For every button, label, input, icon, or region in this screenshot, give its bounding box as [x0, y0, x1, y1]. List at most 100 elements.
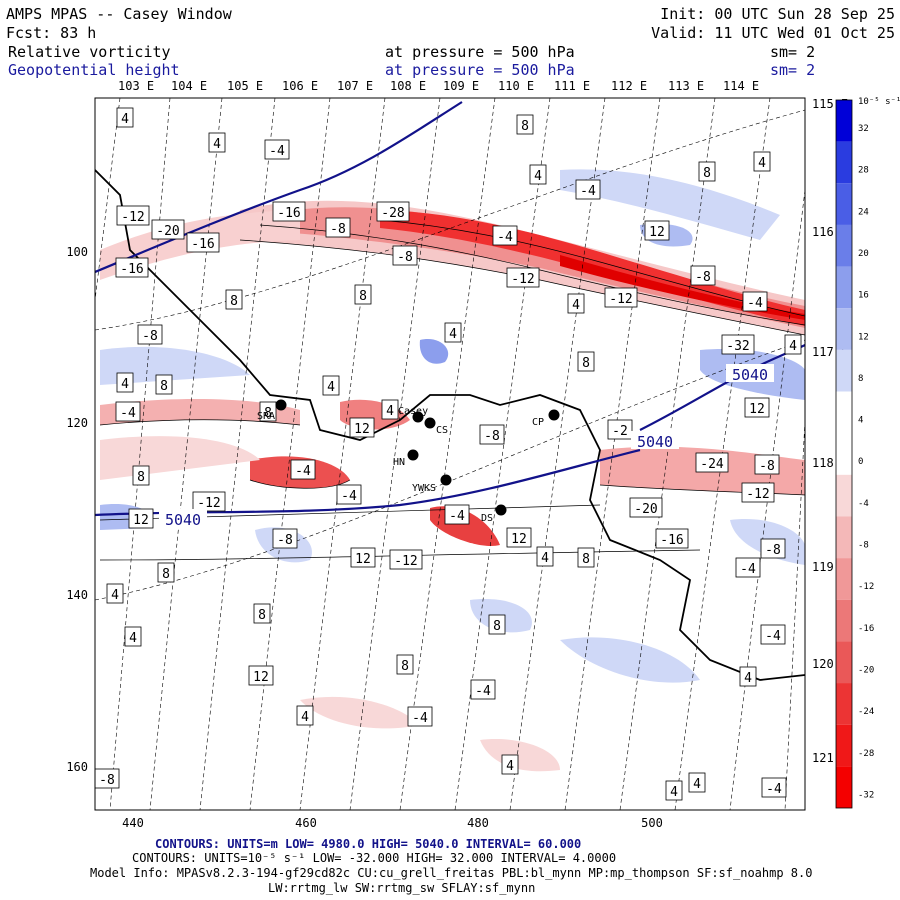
svg-text:-12: -12	[746, 487, 769, 502]
svg-text:-8: -8	[484, 429, 500, 444]
vorticity-label: 4	[739, 666, 757, 687]
vorticity-label: 4	[296, 705, 314, 726]
station-marker: HN	[393, 449, 419, 468]
station-marker: SRA	[257, 399, 287, 422]
vorticity-label: -4	[575, 179, 601, 200]
vorticity-label: -4	[735, 557, 761, 578]
vorticity-label: 12	[349, 417, 375, 438]
vorticity-label: -4	[290, 459, 316, 480]
field1-name: Relative vorticity	[8, 43, 171, 61]
left-grid-label: 100	[66, 245, 88, 259]
vorticity-label: 12	[644, 220, 670, 241]
colorbar-tick: 0	[858, 457, 863, 467]
colorbar-tick: 8	[858, 374, 863, 384]
station-label: SRA	[257, 411, 275, 422]
svg-text:-8: -8	[759, 459, 775, 474]
vorticity-label: -16	[272, 201, 306, 222]
height-labels: 5040 5040 5040	[159, 364, 774, 529]
svg-text:8: 8	[359, 289, 367, 304]
vorticity-label: 4	[208, 132, 226, 153]
left-grid-label: 160	[66, 760, 88, 774]
vorticity-label: 4	[536, 546, 554, 567]
bottom-grid-label: 480	[467, 816, 489, 830]
vorticity-label: -2	[607, 419, 633, 440]
vorticity-label: 8	[516, 114, 534, 135]
svg-text:8: 8	[162, 567, 170, 582]
svg-text:8: 8	[258, 608, 266, 623]
svg-text:8: 8	[264, 406, 272, 421]
svg-text:8: 8	[230, 294, 238, 309]
svg-text:8: 8	[703, 166, 711, 181]
svg-text:4: 4	[758, 156, 766, 171]
svg-text:-8: -8	[99, 773, 115, 788]
svg-text:4: 4	[301, 710, 309, 725]
vorticity-label: 4	[322, 375, 340, 396]
top-lon-label: 112 E	[611, 79, 647, 93]
vorticity-label: 8	[157, 562, 175, 583]
svg-text:-4: -4	[475, 684, 491, 699]
colorbar-swatch	[836, 141, 852, 184]
colorbar-tick: -32	[858, 790, 874, 800]
vorticity-label: 12	[128, 508, 154, 529]
svg-text:-32: -32	[726, 339, 749, 354]
svg-text:4: 4	[111, 588, 119, 603]
vorticity-label: -16	[186, 232, 220, 253]
colorbar-swatch	[836, 308, 852, 350]
left-grid-label: 140	[66, 588, 88, 602]
svg-text:-4: -4	[497, 230, 513, 245]
vorticity-label: -8	[272, 528, 298, 549]
svg-text:4: 4	[121, 377, 129, 392]
svg-text:4: 4	[386, 404, 394, 419]
svg-text:12: 12	[511, 532, 527, 547]
svg-text:-4: -4	[449, 509, 465, 524]
bottom-grid-label: 460	[295, 816, 317, 830]
colorbar-swatch	[836, 766, 852, 808]
svg-text:-28: -28	[381, 206, 404, 221]
vorticity-label: 8	[354, 284, 372, 305]
vorticity-label: 12	[350, 547, 376, 568]
colorbar-tick: -8	[858, 541, 869, 551]
grid-labels-left: 100 120 140 160	[66, 245, 88, 774]
vorticity-label: -8	[392, 245, 418, 266]
stations: SRA Casey CS HN YWKS CP DS	[257, 399, 560, 524]
station-label: HN	[393, 457, 405, 468]
colorbar-tick: -28	[858, 749, 874, 759]
station-marker: Casey	[398, 406, 428, 423]
colorbar-tick: -4	[858, 499, 869, 509]
colorbar-tick: -12	[858, 582, 874, 592]
vorticity-label: 8	[577, 351, 595, 372]
svg-text:8: 8	[401, 659, 409, 674]
colorbar-swatch	[836, 224, 852, 267]
svg-text:8: 8	[160, 379, 168, 394]
svg-text:-12: -12	[121, 210, 144, 225]
field2-level: at pressure = 500 hPa	[385, 61, 575, 79]
top-lon-label: 110 E	[498, 79, 534, 93]
svg-text:8: 8	[0, 0, 4, 9]
colorbar-swatch	[836, 599, 852, 642]
top-lon-label: 106 E	[282, 79, 318, 93]
vorticity-label: -20	[629, 497, 663, 518]
colorbar-tick: 12	[858, 332, 869, 342]
station-marker: CP	[532, 409, 560, 428]
vorticity-label: 4	[567, 293, 585, 314]
left-grid-label: 120	[66, 416, 88, 430]
vorticity-label: 12	[248, 665, 274, 686]
svg-text:12: 12	[649, 225, 665, 240]
top-lon-label: 114 E	[723, 79, 759, 93]
svg-text:-20: -20	[156, 224, 179, 239]
station-marker: DS	[481, 504, 507, 524]
vorticity-label: 8	[155, 374, 173, 395]
vorticity-label: 8	[396, 654, 414, 675]
bottom-grid-label: 440	[122, 816, 144, 830]
valid-time: Valid: 11 UTC Wed 01 Oct 25	[651, 24, 895, 42]
vorticity-label: -32	[721, 334, 755, 355]
vorticity-label: -12	[741, 482, 775, 503]
svg-text:-4: -4	[766, 782, 782, 797]
vorticity-label: 8	[253, 603, 271, 624]
vorticity-label: -12	[506, 267, 540, 288]
station-marker: CS	[424, 417, 448, 436]
colorbar-tick: 28	[858, 166, 869, 176]
vorticity-label: 4	[116, 372, 134, 393]
svg-text:12: 12	[749, 402, 765, 417]
